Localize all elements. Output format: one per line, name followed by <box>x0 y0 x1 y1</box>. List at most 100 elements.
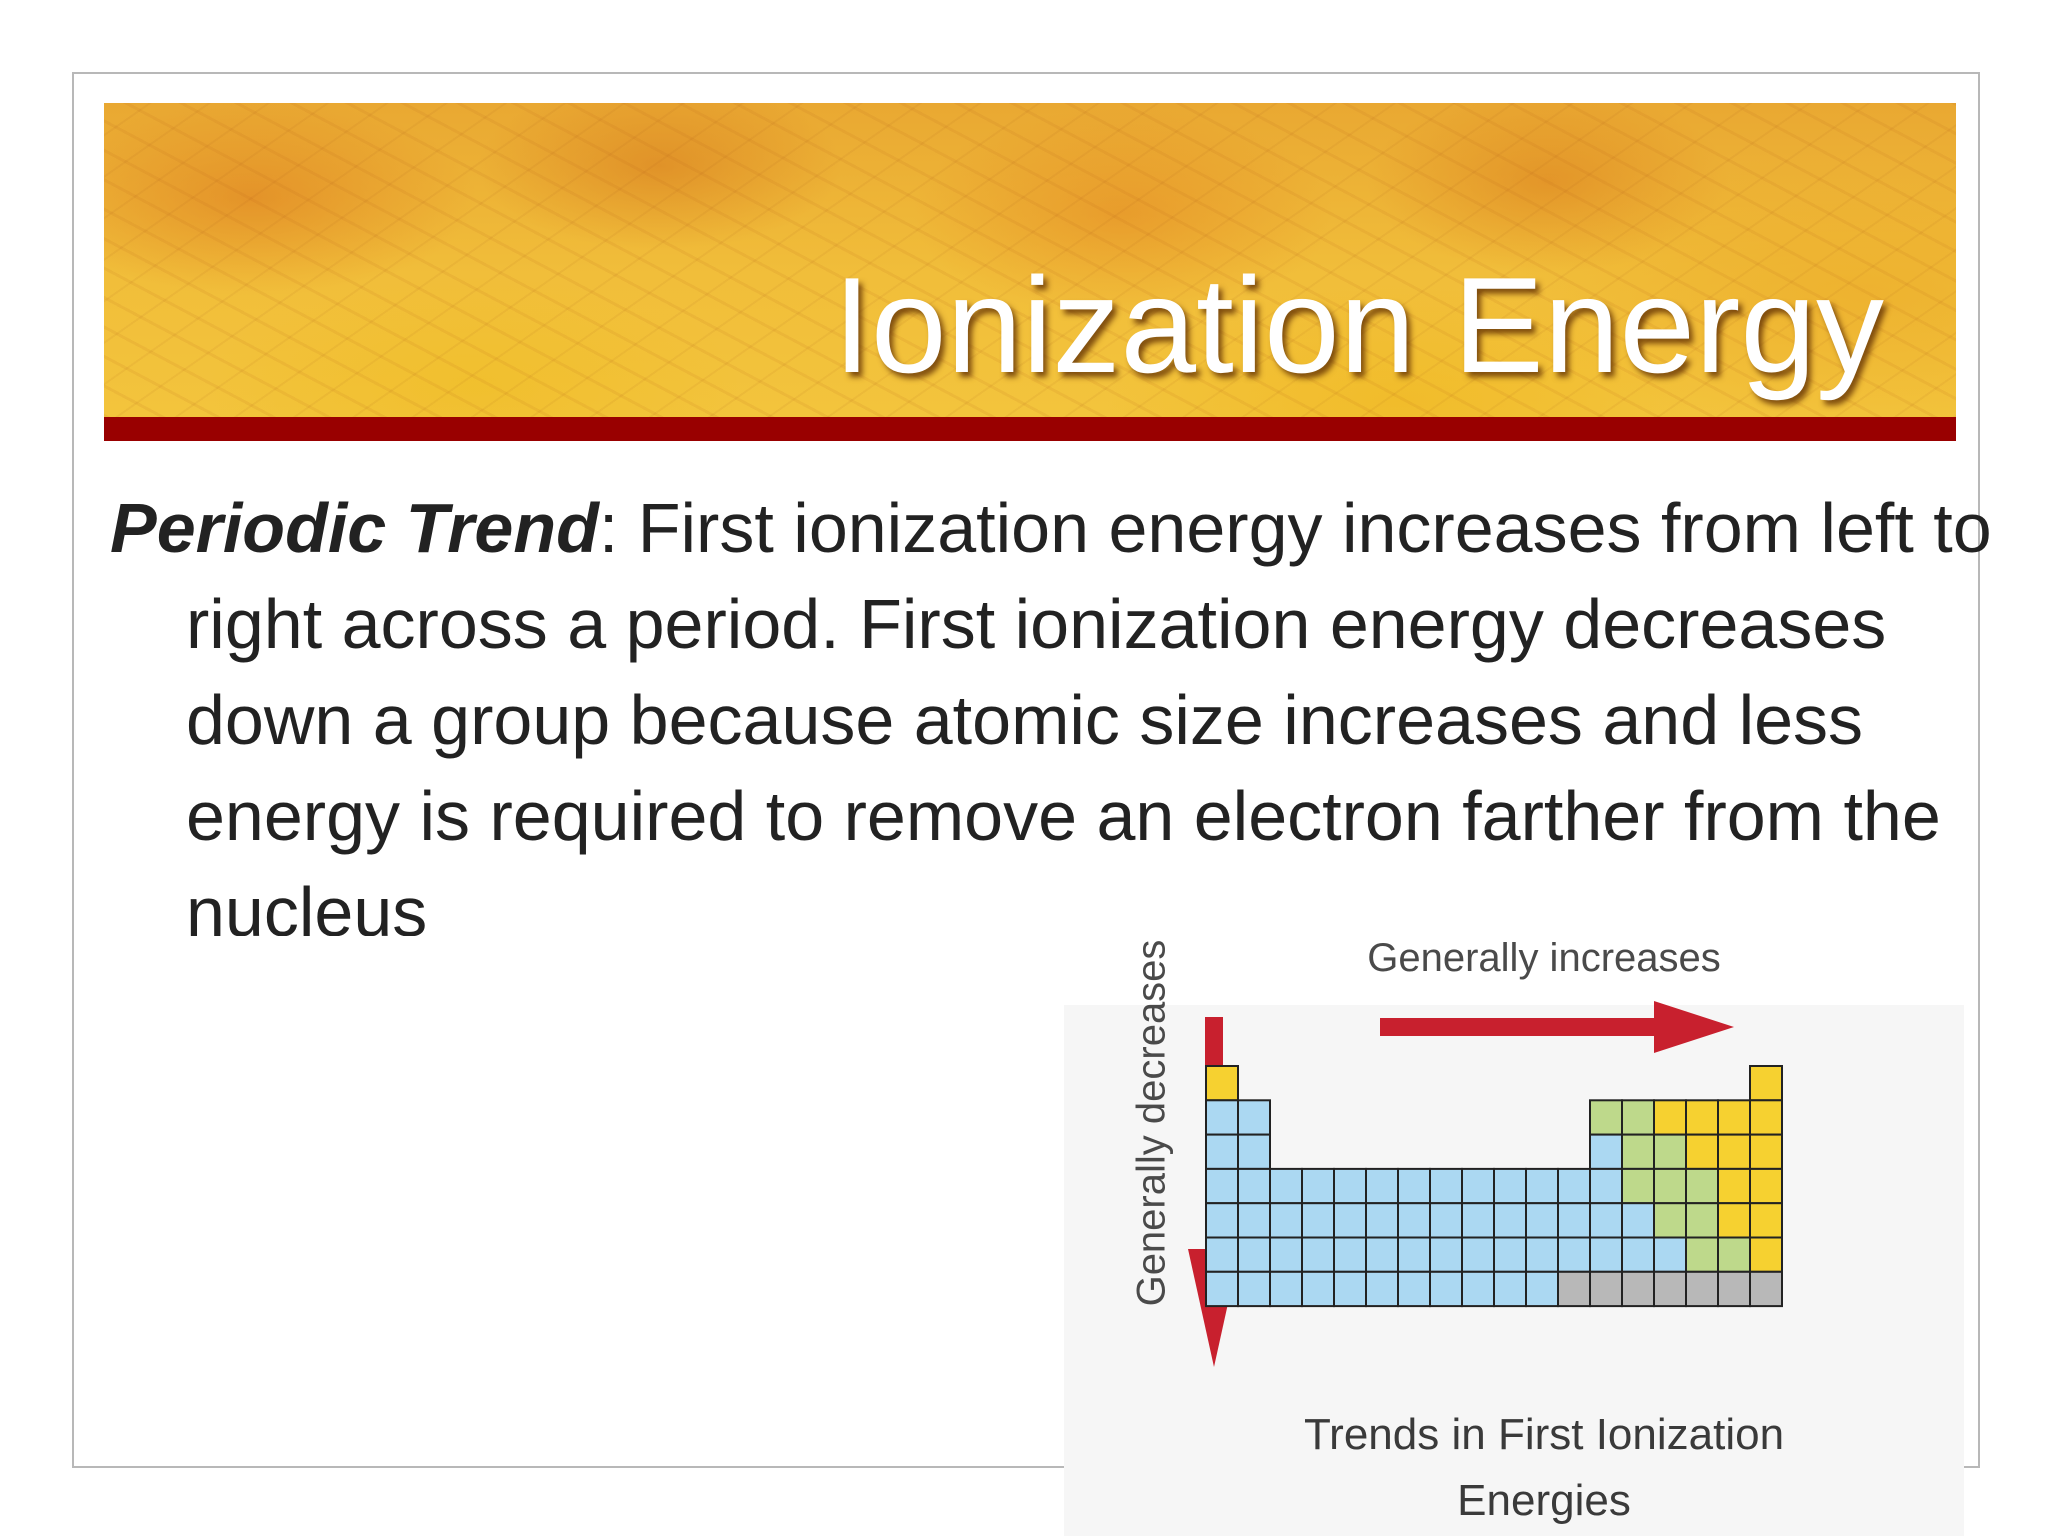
element-cell <box>1461 1270 1495 1308</box>
element-cell <box>1301 1270 1335 1308</box>
element-cell <box>1237 1236 1271 1273</box>
element-cell <box>1333 1167 1367 1205</box>
element-cell <box>1749 1270 1783 1308</box>
element-cell <box>1717 1133 1751 1170</box>
element-cell <box>1397 1236 1431 1273</box>
element-cell <box>1493 1202 1527 1239</box>
element-cell <box>1621 1167 1655 1205</box>
element-cell <box>1653 1099 1687 1136</box>
element-cell <box>1205 1270 1239 1308</box>
element-cell <box>1525 1270 1559 1308</box>
element-cell <box>1621 1133 1655 1170</box>
element-cell <box>1589 1099 1623 1136</box>
body-text: First ionization energy increases from l… <box>186 489 1992 936</box>
element-cell <box>1237 1270 1271 1308</box>
element-cell <box>1365 1270 1399 1308</box>
element-cell <box>1717 1236 1751 1273</box>
element-cell <box>1749 1202 1783 1239</box>
figure-caption-line-1: Trends in First Ionization <box>1304 1410 1784 1459</box>
element-cell <box>1557 1202 1591 1239</box>
element-cell <box>1525 1236 1559 1273</box>
element-cell <box>1429 1236 1463 1273</box>
element-cell <box>1365 1202 1399 1239</box>
element-cell <box>1589 1167 1623 1205</box>
periodic-table-figure: Generally increases Generally decreases … <box>1064 925 1964 1536</box>
element-cell <box>1717 1167 1751 1205</box>
element-cell <box>1749 1065 1783 1102</box>
element-cell <box>1237 1099 1271 1136</box>
element-cell <box>1621 1236 1655 1273</box>
element-cell <box>1301 1236 1335 1273</box>
element-cell <box>1429 1167 1463 1205</box>
element-cell <box>1365 1167 1399 1205</box>
element-cell <box>1237 1167 1271 1205</box>
periodic-table-grid <box>1205 1065 1783 1308</box>
element-cell <box>1589 1270 1623 1308</box>
element-cell <box>1205 1099 1239 1136</box>
slide-title: Ionization Energy <box>833 249 1884 401</box>
element-cell <box>1205 1236 1239 1273</box>
element-cell <box>1653 1133 1687 1170</box>
element-cell <box>1589 1202 1623 1239</box>
element-cell <box>1333 1270 1367 1308</box>
title-divider <box>104 417 1956 441</box>
element-cell <box>1685 1133 1719 1170</box>
element-cell <box>1685 1202 1719 1239</box>
title-banner: Ionization Energy <box>104 103 1956 417</box>
element-cell <box>1621 1099 1655 1136</box>
element-cell <box>1685 1236 1719 1273</box>
right-arrow-icon <box>1380 1001 1734 1053</box>
element-cell <box>1461 1236 1495 1273</box>
element-cell <box>1205 1202 1239 1239</box>
element-cell <box>1749 1236 1783 1273</box>
body-separator: : <box>598 489 619 567</box>
element-cell <box>1557 1167 1591 1205</box>
element-cell <box>1269 1167 1303 1205</box>
element-cell <box>1749 1099 1783 1136</box>
element-cell <box>1365 1236 1399 1273</box>
element-cell <box>1397 1270 1431 1308</box>
element-cell <box>1717 1270 1751 1308</box>
element-cell <box>1653 1236 1687 1273</box>
element-cell <box>1589 1236 1623 1273</box>
element-cell <box>1333 1236 1367 1273</box>
element-cell <box>1397 1202 1431 1239</box>
element-cell <box>1653 1202 1687 1239</box>
element-cell <box>1301 1202 1335 1239</box>
element-cell <box>1749 1133 1783 1170</box>
element-cell <box>1525 1167 1559 1205</box>
element-cell <box>1653 1167 1687 1205</box>
element-cell <box>1237 1202 1271 1239</box>
element-cell <box>1717 1099 1751 1136</box>
top-trend-label: Generally increases <box>1367 936 1721 980</box>
element-cell <box>1685 1167 1719 1205</box>
element-cell <box>1461 1202 1495 1239</box>
element-cell <box>1493 1167 1527 1205</box>
element-cell <box>1493 1270 1527 1308</box>
element-cell <box>1621 1202 1655 1239</box>
element-cell <box>1589 1133 1623 1170</box>
element-cell <box>1429 1202 1463 1239</box>
element-cell <box>1653 1270 1687 1308</box>
element-cell <box>1205 1133 1239 1170</box>
element-cell <box>1429 1270 1463 1308</box>
figure-caption-line-2: Energies <box>1457 1476 1631 1525</box>
element-cell <box>1621 1270 1655 1308</box>
element-cell <box>1397 1167 1431 1205</box>
element-cell <box>1493 1236 1527 1273</box>
body-term: Periodic Trend <box>110 489 599 567</box>
element-cell <box>1269 1202 1303 1239</box>
element-cell <box>1717 1202 1751 1239</box>
ionization-trend-figure: Generally increases Generally decreases … <box>1064 925 1964 1536</box>
element-cell <box>1269 1236 1303 1273</box>
element-cell <box>1685 1270 1719 1308</box>
body-paragraph: Periodic Trend: First ionization energy … <box>110 480 2016 936</box>
element-cell <box>1557 1270 1591 1308</box>
element-cell <box>1525 1202 1559 1239</box>
side-trend-label: Generally decreases <box>1130 940 1174 1307</box>
element-cell <box>1557 1236 1591 1273</box>
element-cell <box>1749 1167 1783 1205</box>
element-cell <box>1205 1065 1239 1102</box>
element-cell <box>1301 1167 1335 1205</box>
element-cell <box>1461 1167 1495 1205</box>
